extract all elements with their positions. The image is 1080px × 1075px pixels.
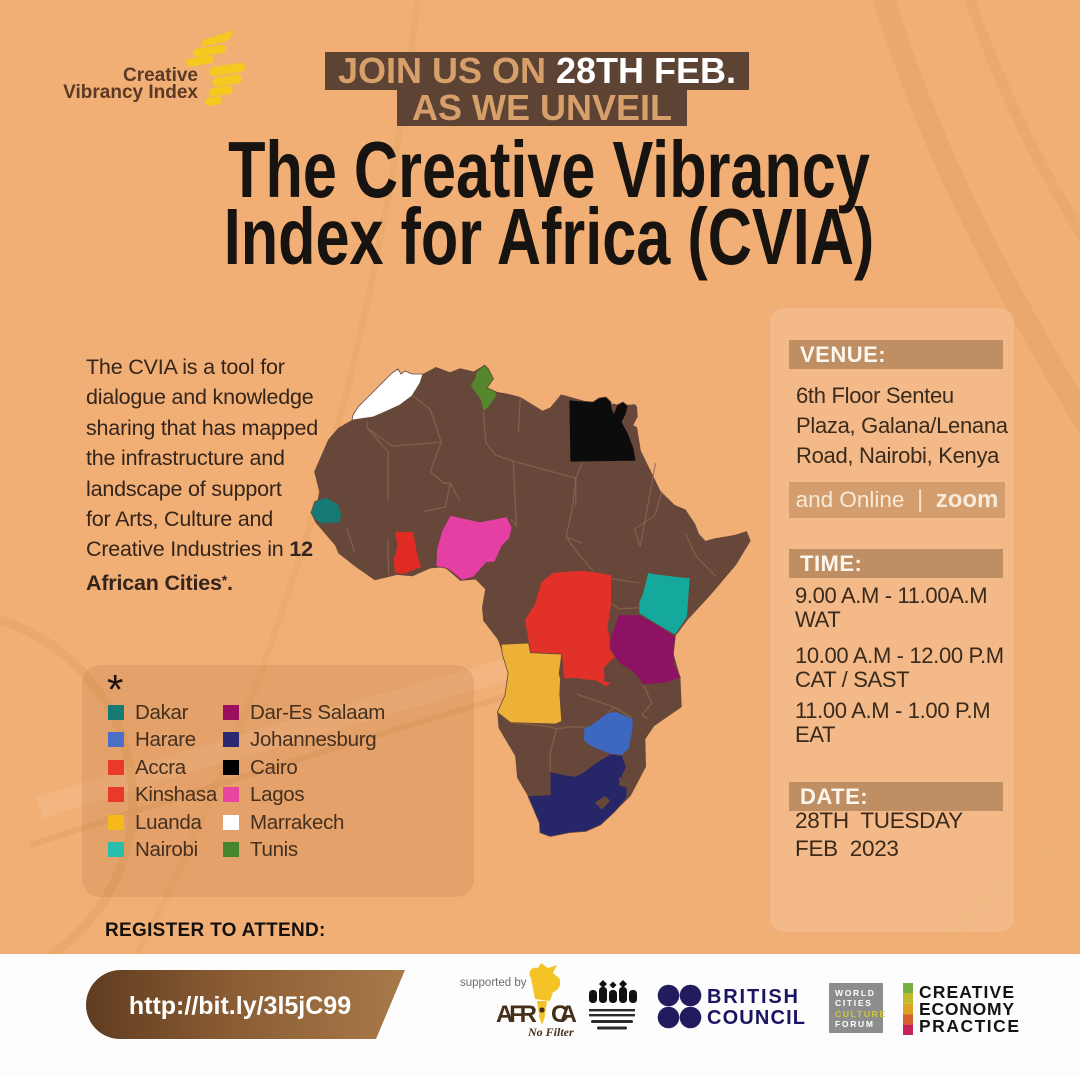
svg-text:http://bit.ly/3l5jC99: http://bit.ly/3l5jC99 — [129, 992, 351, 1020]
svg-text:No Filter: No Filter — [527, 1025, 574, 1039]
svg-text:CA: CA — [551, 1001, 577, 1028]
svg-text:PRACTICE: PRACTICE — [919, 1016, 1019, 1035]
svg-text:BRITISH: BRITISH — [707, 986, 798, 1008]
svg-text:CREATIVE: CREATIVE — [919, 983, 1014, 1002]
svg-text:AFR: AFR — [496, 1001, 537, 1028]
svg-text:COUNCIL: COUNCIL — [707, 1007, 805, 1029]
svg-text:ECONOMY: ECONOMY — [919, 999, 1014, 1019]
svg-text:supported by: supported by — [460, 977, 527, 989]
